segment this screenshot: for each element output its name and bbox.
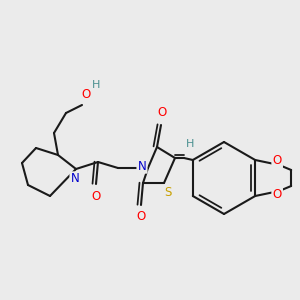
Text: N: N [70,172,80,185]
Text: O: O [81,88,91,101]
Text: O: O [136,211,146,224]
Text: H: H [186,139,194,149]
Text: O: O [158,106,166,119]
Text: O: O [92,190,100,202]
Text: H: H [92,80,100,90]
Text: S: S [164,187,172,200]
Text: O: O [273,188,282,202]
Text: N: N [138,160,146,172]
Text: O: O [273,154,282,167]
